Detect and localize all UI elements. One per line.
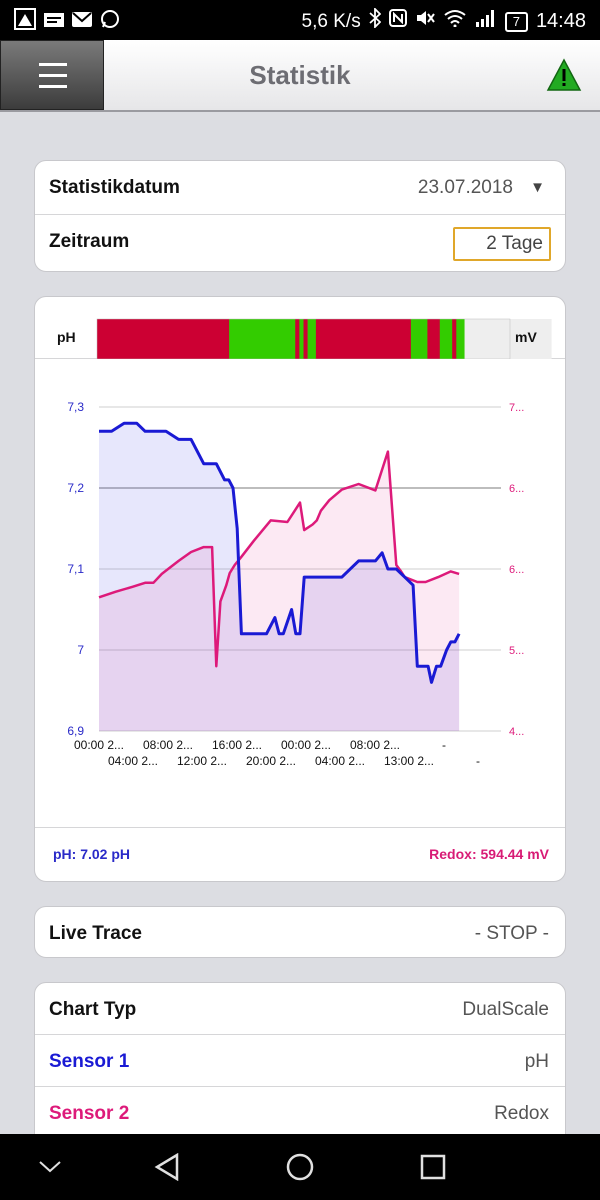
right-tick-label: 6... xyxy=(509,564,524,576)
clock: 14:48 xyxy=(535,10,586,32)
x-tick-label: 12:00 2... xyxy=(177,754,227,768)
status-segment-bad xyxy=(452,319,457,359)
signal-icon xyxy=(475,9,497,34)
left-unit-label: pH xyxy=(57,329,76,345)
whatsapp-icon xyxy=(100,9,120,36)
warning-icon[interactable] xyxy=(546,58,582,92)
status-bar: 5,6 K/s 7 14:48 xyxy=(0,0,600,40)
left-tick-label: 7,2 xyxy=(67,481,84,495)
live-trace-value[interactable]: - STOP - xyxy=(474,923,549,944)
statistic-date-label: Statistikdatum xyxy=(49,177,180,198)
status-segment-bad xyxy=(427,319,441,359)
status-strip: pH mV xyxy=(35,297,565,359)
news-icon xyxy=(44,12,64,34)
mail-icon xyxy=(72,11,92,34)
ph-readout: pH: 7.02 pH xyxy=(53,846,131,862)
status-segment-good xyxy=(439,319,453,359)
redox-series-line xyxy=(98,450,460,668)
sensor1-label: Sensor 1 xyxy=(49,1051,130,1072)
settings-card: Statistikdatum 23.07.2018 ▼ Zeitraum 2 T… xyxy=(34,160,566,272)
chart-readout: pH: 7.02 pH Redox: 594.44 mV xyxy=(35,827,565,881)
chart-card: pH mV 7,3 7... 7,2 6... 7,1 6... 7 5... 6,9 4... 0… xyxy=(34,296,566,882)
sensor2-label: Sensor 2 xyxy=(49,1103,130,1124)
period-input[interactable]: 2 Tage xyxy=(453,227,551,261)
x-tick-label: 08:00 2... xyxy=(350,738,400,752)
mute-icon xyxy=(415,9,435,34)
status-segment-bad xyxy=(295,319,300,359)
sensor1-value[interactable]: pH xyxy=(524,1051,549,1072)
period-label: Zeitraum xyxy=(49,231,130,252)
right-tick-label: 5... xyxy=(509,645,524,657)
chart-type-label: Chart Typ xyxy=(49,999,137,1020)
chevron-down-icon[interactable] xyxy=(38,1160,62,1174)
ph-area xyxy=(99,423,460,731)
x-tick-label: 16:00 2... xyxy=(212,738,262,752)
right-tick-label: 4... xyxy=(509,726,524,738)
status-segment-good xyxy=(299,319,304,359)
left-tick-label: 6,9 xyxy=(67,724,84,738)
navigation-bar xyxy=(0,1134,600,1200)
chart-type-row[interactable]: Chart Typ DualScale xyxy=(35,983,565,1035)
x-tick-label: 04:00 2... xyxy=(108,754,158,768)
menu-button[interactable] xyxy=(0,40,104,110)
statistic-date-row[interactable]: Statistikdatum 23.07.2018 ▼ xyxy=(35,161,565,215)
nfc-icon xyxy=(388,9,407,34)
ph-series-line xyxy=(99,421,461,684)
x-tick-label: 13:00 2... xyxy=(384,754,434,768)
live-trace-card[interactable]: Live Trace - STOP - xyxy=(34,906,566,958)
live-trace-row[interactable]: Live Trace - STOP - xyxy=(35,907,565,957)
line-chart[interactable]: 7,3 7... 7,2 6... 7,1 6... 7 5... 6,9 4... 00:00 2… xyxy=(35,359,566,825)
home-icon[interactable] xyxy=(285,1152,315,1182)
x-tick-label: 00:00 2... xyxy=(281,738,331,752)
network-speed: 5,6 K/s xyxy=(301,10,361,32)
left-tick-label: 7 xyxy=(77,643,84,657)
status-segment-bad xyxy=(97,319,230,359)
chart-config-card: Chart Typ DualScale Sensor 1 pH Sensor 2… xyxy=(34,982,566,1152)
status-segment-good xyxy=(410,319,428,359)
status-segment-none xyxy=(464,319,552,359)
wifi-icon xyxy=(443,9,467,34)
status-segment-bad xyxy=(303,319,308,359)
right-unit-label: mV xyxy=(515,329,537,345)
status-segment-good xyxy=(307,319,317,359)
chart-type-value[interactable]: DualScale xyxy=(462,999,549,1020)
dropdown-arrow-icon[interactable]: ▼ xyxy=(530,179,545,196)
hamburger-icon xyxy=(39,63,67,66)
battery-icon: 7 xyxy=(504,11,528,32)
x-tick-label: 08:00 2... xyxy=(143,738,193,752)
x-tick-label: - xyxy=(476,754,480,768)
status-bar-chart xyxy=(96,318,552,359)
redox-area xyxy=(99,451,460,731)
app-header: Statistik xyxy=(0,40,600,112)
x-tick-label: 00:00 2... xyxy=(74,738,124,752)
status-segment-good xyxy=(229,319,296,359)
sensor2-row[interactable]: Sensor 2 Redox xyxy=(35,1087,565,1139)
redox-readout: Redox: 594.44 mV xyxy=(429,846,549,862)
sensor2-value[interactable]: Redox xyxy=(494,1103,549,1124)
page-title: Statistik xyxy=(249,60,351,90)
status-segment-good xyxy=(456,319,465,359)
back-icon[interactable] xyxy=(154,1153,180,1181)
right-tick-label: 6... xyxy=(509,483,524,495)
x-tick-label: 04:00 2... xyxy=(315,754,365,768)
left-tick-label: 7,3 xyxy=(67,400,84,414)
status-segment-bad xyxy=(315,319,412,359)
sensor1-row[interactable]: Sensor 1 pH xyxy=(35,1035,565,1087)
live-trace-label: Live Trace xyxy=(49,923,142,944)
recent-apps-icon[interactable] xyxy=(420,1154,446,1180)
statistic-date-value[interactable]: 23.07.2018 xyxy=(417,177,513,198)
status-strip-frame xyxy=(96,318,511,359)
x-tick-label: - xyxy=(442,738,446,752)
bluetooth-icon xyxy=(369,6,382,35)
period-row: Zeitraum 2 Tage xyxy=(35,215,565,269)
app-icon xyxy=(14,8,36,37)
x-tick-label: 20:00 2... xyxy=(246,754,296,768)
left-tick-label: 7,1 xyxy=(67,562,84,576)
right-tick-label: 7... xyxy=(509,402,524,414)
